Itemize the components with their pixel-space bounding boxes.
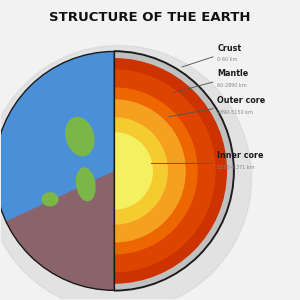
Wedge shape xyxy=(6,171,114,290)
Text: 0-60 km: 0-60 km xyxy=(217,57,238,62)
Wedge shape xyxy=(114,52,234,290)
Wedge shape xyxy=(114,58,227,284)
Circle shape xyxy=(0,46,251,300)
Text: 2890-5150 km: 2890-5150 km xyxy=(217,110,253,115)
Wedge shape xyxy=(0,52,114,290)
Ellipse shape xyxy=(41,192,58,206)
Wedge shape xyxy=(114,132,153,210)
Text: 5150-6,371 km: 5150-6,371 km xyxy=(217,165,255,170)
Text: STRUCTURE OF THE EARTH: STRUCTURE OF THE EARTH xyxy=(49,11,251,24)
Wedge shape xyxy=(114,87,198,254)
Ellipse shape xyxy=(76,167,96,201)
Text: Inner core: Inner core xyxy=(217,152,264,160)
Wedge shape xyxy=(114,99,186,243)
Wedge shape xyxy=(114,117,168,225)
Ellipse shape xyxy=(65,117,94,156)
Text: Outer core: Outer core xyxy=(217,96,266,105)
Wedge shape xyxy=(114,69,216,272)
Text: 60-2890 km: 60-2890 km xyxy=(217,83,247,88)
Text: Mantle: Mantle xyxy=(217,69,248,78)
Text: Crust: Crust xyxy=(217,44,241,53)
